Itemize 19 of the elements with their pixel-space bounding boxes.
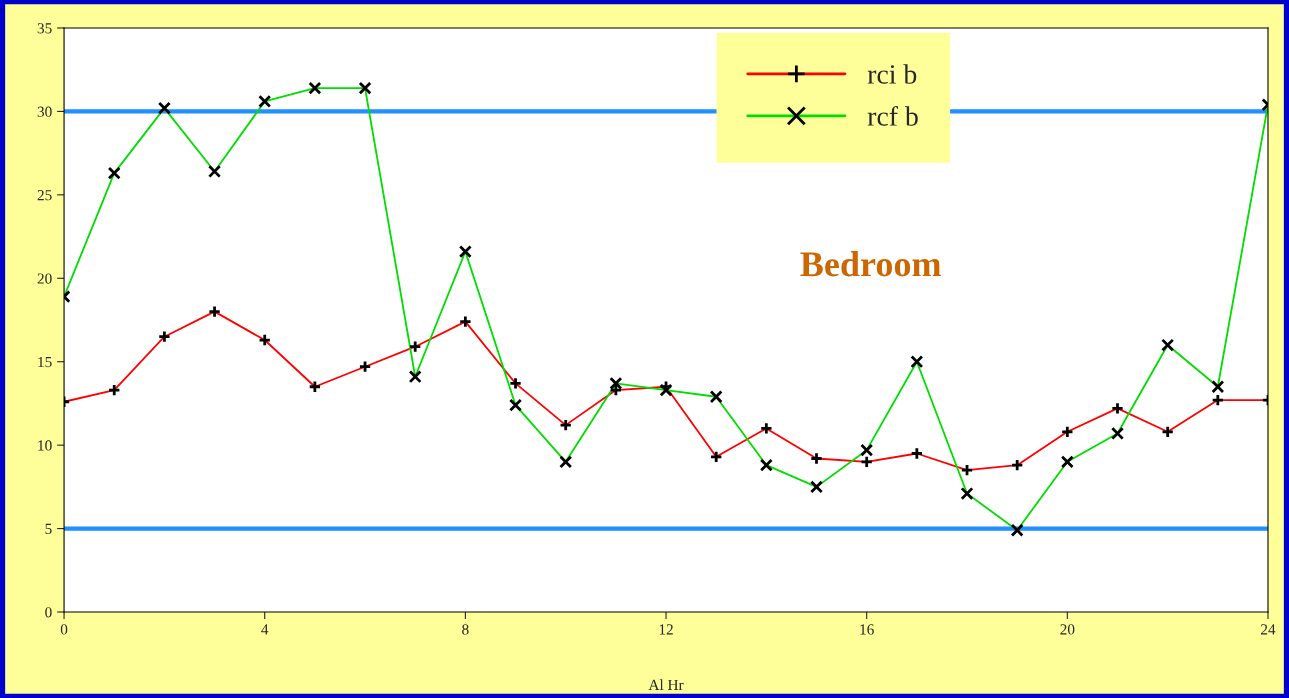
legend-label: rcf b [867, 106, 918, 126]
y-tick-label: 35 [37, 23, 52, 34]
y-tick-label: 10 [38, 440, 52, 451]
x-tick-label: 4 [261, 624, 269, 635]
y-tick-label: 30 [37, 106, 52, 117]
y-tick-label: 20 [37, 273, 52, 284]
x-tick-label: 12 [659, 624, 673, 635]
y-tick-label: 5 [45, 523, 52, 535]
x-tick-label: 0 [60, 624, 68, 635]
legend-label: rci b [867, 64, 917, 84]
y-tick-label: 15 [38, 356, 52, 368]
y-tick-label: 25 [37, 190, 52, 201]
x-tick-label: 8 [462, 624, 469, 635]
x-tick-label: 16 [860, 624, 874, 635]
x-tick-label: 20 [1060, 624, 1075, 635]
x-axis-title: Al Hr [648, 679, 684, 690]
x-tick-label: 24 [1261, 624, 1276, 635]
annotation: Bedroom [800, 251, 941, 277]
y-tick-label: 0 [45, 607, 52, 618]
